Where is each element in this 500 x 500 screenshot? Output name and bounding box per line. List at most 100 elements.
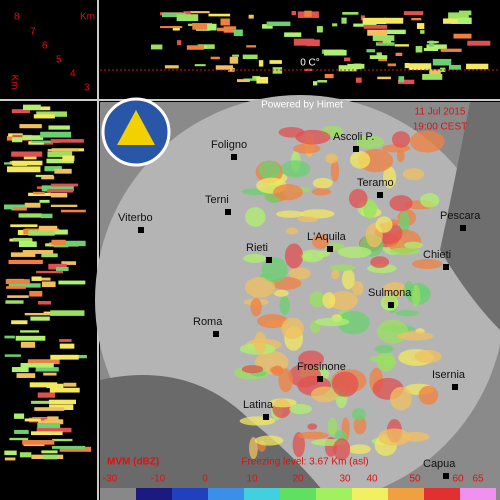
stripe bbox=[162, 12, 186, 18]
stripe bbox=[48, 125, 70, 130]
stripe bbox=[22, 135, 44, 140]
stripe bbox=[24, 312, 51, 316]
rain-cell bbox=[311, 386, 339, 403]
legend-label: 10 bbox=[246, 474, 258, 485]
rain-cell bbox=[395, 309, 420, 317]
rain-cell bbox=[383, 166, 397, 189]
stripe bbox=[217, 27, 230, 32]
rain-cell bbox=[390, 386, 412, 411]
stripe bbox=[11, 151, 43, 157]
stripe bbox=[22, 104, 41, 110]
rain-cell bbox=[396, 149, 405, 163]
rain-cell bbox=[278, 368, 293, 393]
rain-cell bbox=[301, 253, 313, 260]
stripe bbox=[47, 188, 74, 193]
stripe bbox=[355, 77, 362, 83]
rain-cell bbox=[348, 188, 368, 209]
stripe bbox=[426, 41, 439, 44]
height-label: 8 bbox=[14, 12, 20, 23]
stripe bbox=[29, 382, 58, 388]
rain-cell bbox=[341, 268, 355, 290]
stripe bbox=[50, 310, 85, 316]
stripe bbox=[344, 57, 351, 62]
stripe bbox=[20, 341, 36, 348]
stripe bbox=[291, 11, 297, 16]
stripe bbox=[194, 64, 206, 67]
stripe bbox=[16, 373, 36, 378]
stripe bbox=[186, 45, 205, 50]
rain-cell bbox=[414, 349, 442, 363]
stripe bbox=[50, 204, 78, 207]
rain-cell bbox=[363, 198, 377, 219]
rain-cell bbox=[337, 310, 370, 335]
stripe bbox=[423, 47, 439, 52]
stripe bbox=[360, 15, 365, 21]
stripe bbox=[40, 131, 72, 138]
stripe bbox=[34, 407, 65, 411]
stripe bbox=[207, 23, 217, 31]
stripe bbox=[429, 40, 434, 47]
stripe bbox=[43, 372, 57, 376]
city-marker bbox=[443, 264, 449, 270]
stripe bbox=[375, 42, 395, 46]
stripe bbox=[28, 230, 55, 236]
stripe bbox=[39, 199, 50, 203]
cities: Foligno Ascoli P. Terni Teramo Viterbo Pescar… bbox=[118, 131, 481, 479]
unit-label: Km bbox=[8, 75, 19, 90]
stripe bbox=[24, 418, 41, 422]
city-label: Roma bbox=[193, 316, 223, 328]
city-marker bbox=[213, 331, 219, 337]
stripe bbox=[51, 239, 66, 245]
rain-cell bbox=[382, 281, 407, 298]
rain-cell bbox=[397, 331, 434, 341]
stripe bbox=[342, 12, 359, 15]
stripe bbox=[58, 240, 86, 247]
stripe bbox=[63, 382, 77, 387]
legend: -30 -10 0 10 20 30 40 50 60 65 bbox=[100, 474, 496, 500]
city-label: Ascoli P. bbox=[333, 131, 374, 143]
rain-cell bbox=[338, 246, 372, 258]
unit-label: Km bbox=[80, 12, 95, 23]
stripe bbox=[416, 23, 425, 29]
city-label: Isernia bbox=[432, 369, 466, 381]
rain-cell bbox=[279, 296, 290, 315]
stripe bbox=[422, 74, 443, 80]
stripe bbox=[466, 63, 489, 70]
legend-swatch bbox=[244, 488, 280, 500]
stripe bbox=[5, 279, 30, 284]
city-marker bbox=[266, 257, 272, 263]
stripe bbox=[164, 65, 179, 69]
rain-cell bbox=[253, 331, 267, 355]
legend-label: 20 bbox=[292, 474, 304, 485]
stripe bbox=[341, 17, 347, 24]
stripe bbox=[50, 354, 79, 360]
stripe bbox=[11, 109, 30, 114]
city-marker bbox=[225, 209, 231, 215]
stripe bbox=[4, 450, 17, 456]
rain-cell bbox=[409, 130, 445, 153]
legend-label: -30 bbox=[103, 474, 118, 485]
rain-cell bbox=[333, 438, 351, 461]
stripe bbox=[457, 17, 472, 25]
rain-cell bbox=[352, 280, 364, 296]
stripe bbox=[408, 63, 432, 71]
stripe bbox=[48, 399, 76, 405]
stripe bbox=[51, 445, 86, 449]
stripe bbox=[387, 63, 397, 67]
stripe bbox=[252, 75, 261, 80]
precipitation bbox=[234, 125, 445, 461]
city-marker bbox=[443, 473, 449, 479]
stripe bbox=[47, 149, 79, 152]
stripe bbox=[237, 79, 250, 83]
stripe bbox=[367, 29, 388, 36]
city-marker bbox=[138, 227, 144, 233]
stripe bbox=[8, 259, 43, 265]
stripe bbox=[467, 40, 491, 46]
stripe bbox=[12, 160, 43, 166]
rain-cell bbox=[411, 284, 421, 307]
stripe bbox=[37, 392, 56, 398]
stripe bbox=[8, 283, 41, 288]
stripe bbox=[440, 67, 446, 72]
city-label: Foligno bbox=[211, 139, 247, 151]
rain-cell bbox=[307, 423, 318, 430]
